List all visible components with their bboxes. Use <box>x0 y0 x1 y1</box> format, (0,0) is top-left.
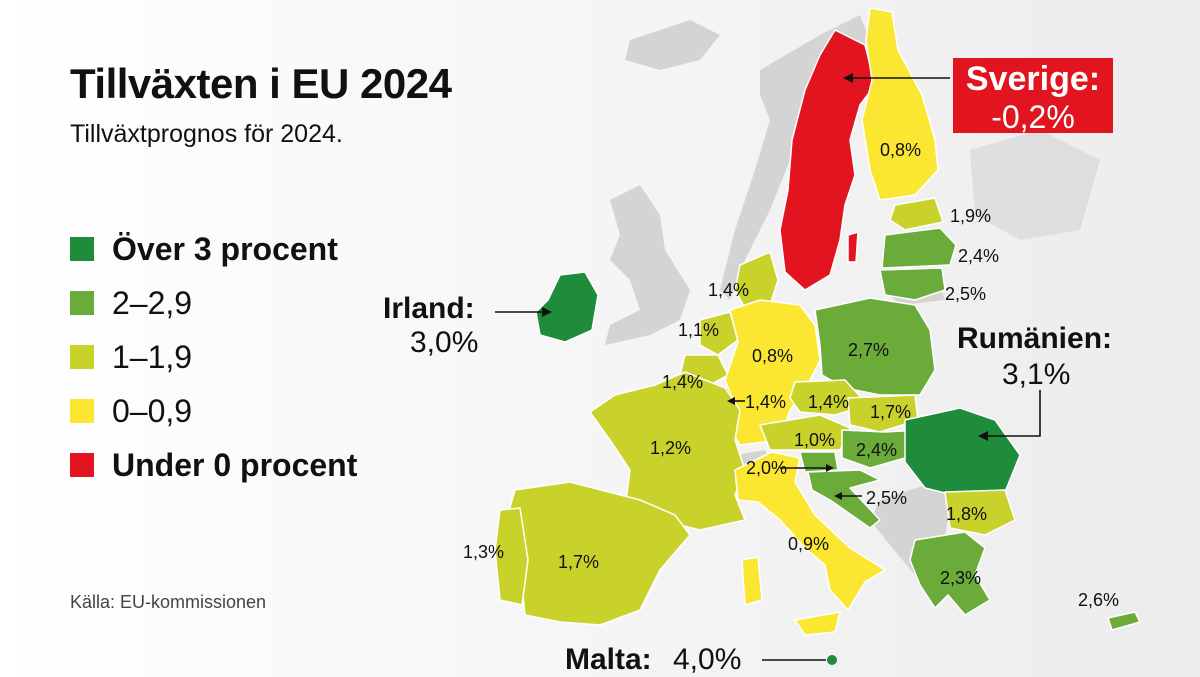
region-finland <box>861 7 939 201</box>
arrowhead-croatia <box>834 492 842 500</box>
legend-item-1-1-9: 1–1,9 <box>70 330 357 384</box>
legend-swatch <box>70 453 94 477</box>
label-croatia: 2,5% <box>866 488 907 508</box>
region-greece <box>909 531 991 616</box>
legend-label: 1–1,9 <box>112 338 193 375</box>
region-sicily <box>794 611 841 636</box>
sverige-value: -0,2% <box>991 99 1075 135</box>
leader-lines <box>495 73 1041 661</box>
label-austria: 1,0% <box>794 430 835 450</box>
label-italy: 0,9% <box>788 534 829 554</box>
legend-label: 2–2,9 <box>112 284 193 321</box>
region-france <box>589 371 746 531</box>
sverige-callout: Sverige: -0,2% <box>953 58 1113 135</box>
region-malta <box>827 655 837 665</box>
label-germany: 0,8% <box>752 346 793 366</box>
legend-label: 0–0,9 <box>112 392 193 429</box>
region-gotland <box>847 231 859 263</box>
label-poland: 2,7% <box>848 340 889 360</box>
label-denmark: 1,4% <box>708 280 749 300</box>
country-labels: 0,8% 1,9% 2,4% 2,5% 1,4% 1,1% 1,4% 1,4% … <box>463 140 1119 610</box>
arrowhead-sverige <box>843 73 853 83</box>
arrowhead-luxembourg <box>727 397 735 405</box>
region-lithuania <box>879 267 946 301</box>
region-italy <box>734 451 886 611</box>
rumanien-value: 3,1% <box>1002 358 1071 391</box>
region-latvia <box>881 227 957 269</box>
page-subtitle: Tillväxtprognos för 2024. <box>70 120 343 148</box>
label-slovakia: 1,7% <box>870 402 911 422</box>
region-sweden <box>779 29 876 291</box>
legend-label: Över 3 procent <box>112 230 338 267</box>
region-croatia <box>807 469 881 529</box>
legend-label: Under 0 procent <box>112 446 358 483</box>
label-netherlands: 1,1% <box>678 320 719 340</box>
label-hungary: 2,4% <box>856 440 897 460</box>
malta-name: Malta: <box>565 643 652 676</box>
region-estonia <box>889 197 944 231</box>
page-title: Tillväxten i EU 2024 <box>70 60 452 107</box>
source-note: Källa: EU-kommissionen <box>70 592 267 612</box>
label-czechia: 1,4% <box>808 392 849 412</box>
label-estonia: 1,9% <box>950 206 991 226</box>
region-cyprus <box>1107 611 1141 631</box>
label-bulgaria: 1,8% <box>946 504 987 524</box>
eu-countries <box>494 7 1141 665</box>
region-netherlands <box>699 311 739 356</box>
label-slovenia: 2,0% <box>746 458 787 478</box>
region-sardinia <box>741 556 763 606</box>
label-greece: 2,3% <box>940 568 981 588</box>
legend-item-under-0: Under 0 procent <box>70 438 357 492</box>
region-poland <box>814 297 936 396</box>
irland-value: 3,0% <box>410 326 479 359</box>
region-slovakia <box>847 394 919 433</box>
label-luxembourg: 1,4% <box>745 392 786 412</box>
rumanien-name: Rumänien: <box>957 322 1113 355</box>
region-portugal <box>494 507 529 606</box>
leader-rumanien <box>985 390 1041 437</box>
region-bulgaria <box>944 489 1016 536</box>
sverige-name: Sverige: <box>965 60 1101 98</box>
label-belgium: 1,4% <box>662 372 703 392</box>
label-france: 1,2% <box>650 438 691 458</box>
label-finland: 0,8% <box>880 140 921 160</box>
legend-item-2-2-9: 2–2,9 <box>70 276 357 330</box>
arrowhead-irland <box>542 307 552 317</box>
legend: Över 3 procent 2–2,9 1–1,9 0–0,9 Under 0… <box>70 222 357 492</box>
malta-value: 4,0% <box>673 643 742 676</box>
legend-swatch <box>70 345 94 369</box>
legend-swatch <box>70 237 94 261</box>
legend-item-over-3: Över 3 procent <box>70 222 357 276</box>
arrowhead-slovenia <box>826 464 834 472</box>
legend-item-0-0-9: 0–0,9 <box>70 384 357 438</box>
region-slovenia <box>799 451 839 473</box>
irland-name: Irland: <box>383 292 475 325</box>
label-latvia: 2,4% <box>958 246 999 266</box>
legend-swatch <box>70 291 94 315</box>
label-lithuania: 2,5% <box>945 284 986 304</box>
label-spain: 1,7% <box>558 552 599 572</box>
legend-swatch <box>70 399 94 423</box>
region-ireland <box>535 271 599 343</box>
label-portugal: 1,3% <box>463 542 504 562</box>
region-romania <box>904 407 1021 499</box>
label-cyprus: 2,6% <box>1078 590 1119 610</box>
arrowhead-rumanien <box>978 431 988 441</box>
